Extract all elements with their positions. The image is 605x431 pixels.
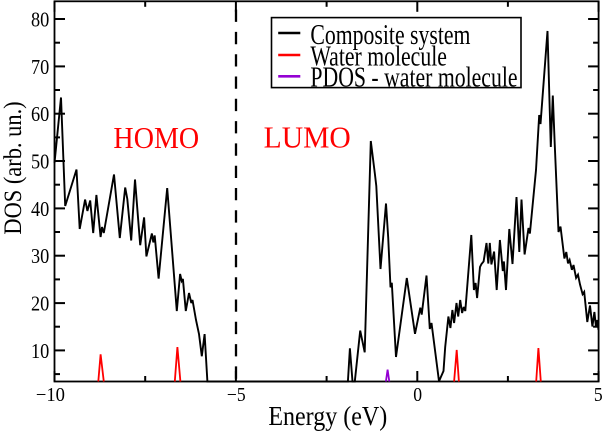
svg-text:50: 50: [31, 150, 49, 173]
svg-text:0: 0: [413, 384, 422, 406]
svg-text:LUMO: LUMO: [264, 121, 351, 154]
svg-text:70: 70: [31, 56, 49, 79]
svg-text:Energy (eV): Energy (eV): [268, 401, 387, 431]
svg-text:Water molecule: Water molecule: [310, 40, 446, 73]
svg-text:20: 20: [31, 292, 49, 315]
svg-text:5: 5: [594, 384, 603, 406]
svg-text:30: 30: [31, 245, 49, 268]
svg-text:−5: −5: [227, 384, 246, 406]
svg-text:60: 60: [31, 103, 49, 126]
svg-text:Composite system: Composite system: [310, 18, 470, 51]
svg-text:DOS (arb. un.): DOS (arb. un.): [0, 101, 27, 234]
svg-text:10: 10: [31, 340, 49, 363]
svg-text:80: 80: [31, 8, 49, 31]
svg-text:PDOS - water molecule: PDOS - water molecule: [310, 60, 517, 93]
svg-text:−10: −10: [36, 384, 65, 406]
svg-text:HOMO: HOMO: [113, 122, 199, 155]
svg-text:40: 40: [31, 198, 49, 221]
